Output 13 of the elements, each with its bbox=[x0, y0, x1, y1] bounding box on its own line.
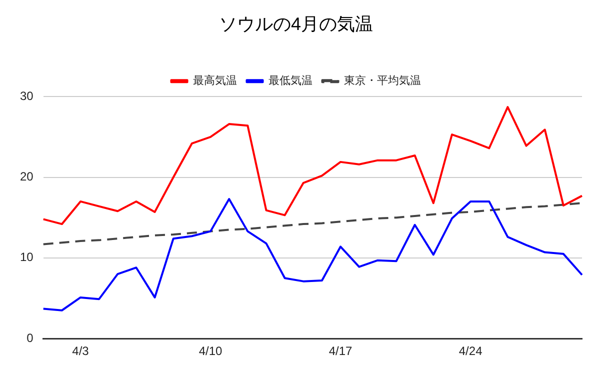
x-tick-label: 4/10 bbox=[198, 344, 223, 358]
y-tick-label: 20 bbox=[20, 170, 34, 184]
line-series bbox=[42, 202, 583, 246]
x-tick-label: 4/3 bbox=[72, 344, 90, 358]
y-tick-label: 10 bbox=[20, 250, 34, 264]
y-tick-label: 30 bbox=[20, 88, 34, 103]
chart-title: ソウルの4月の気温 bbox=[218, 14, 374, 34]
x-tick-label: 4/24 bbox=[458, 344, 483, 358]
y-tick-label: 0 bbox=[26, 330, 34, 345]
legend-label: 東京・平均気温 bbox=[344, 74, 421, 88]
legend-label: 最低気温 bbox=[268, 75, 312, 88]
legend-label: 最高気温 bbox=[192, 74, 237, 88]
x-tick-label: 4/17 bbox=[328, 344, 353, 358]
